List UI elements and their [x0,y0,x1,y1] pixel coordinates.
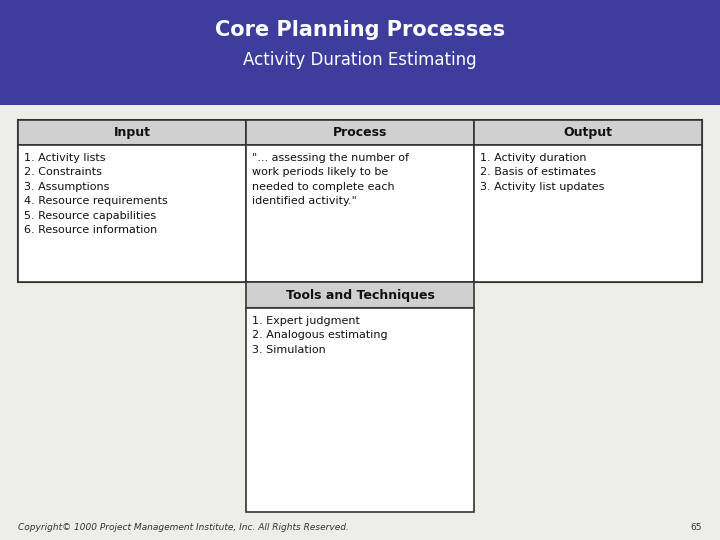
Bar [246,145,474,282]
Text: Copyright© 1000 Project Management Institute, Inc. All Rights Reserved.: Copyright© 1000 Project Management Insti… [18,523,349,532]
Text: 1. Expert judgment
2. Analogous estimating
3. Simulation: 1. Expert judgment 2. Analogous estimati… [252,316,387,355]
Bar [474,145,702,282]
Bar [246,282,474,308]
Bar [18,120,246,145]
Text: 1. Activity lists
2. Constraints
3. Assumptions
4. Resource requirements
5. Reso: 1. Activity lists 2. Constraints 3. Assu… [24,153,168,235]
Text: "... assessing the number of
work periods likely to be
needed to complete each
i: "... assessing the number of work period… [252,153,409,206]
Text: Process: Process [333,126,387,139]
Bar [18,120,702,282]
Text: Input: Input [114,126,150,139]
Bar [246,120,474,145]
Bar [0,0,720,105]
Bar [246,308,474,512]
Text: Activity Duration Estimating: Activity Duration Estimating [243,51,477,69]
Text: Tools and Techniques: Tools and Techniques [286,288,434,301]
Bar [18,145,246,282]
Text: 65: 65 [690,523,702,532]
Text: 1. Activity duration
2. Basis of estimates
3. Activity list updates: 1. Activity duration 2. Basis of estimat… [480,153,604,192]
Text: Core Planning Processes: Core Planning Processes [215,20,505,40]
Text: Output: Output [564,126,613,139]
Bar [474,120,702,145]
